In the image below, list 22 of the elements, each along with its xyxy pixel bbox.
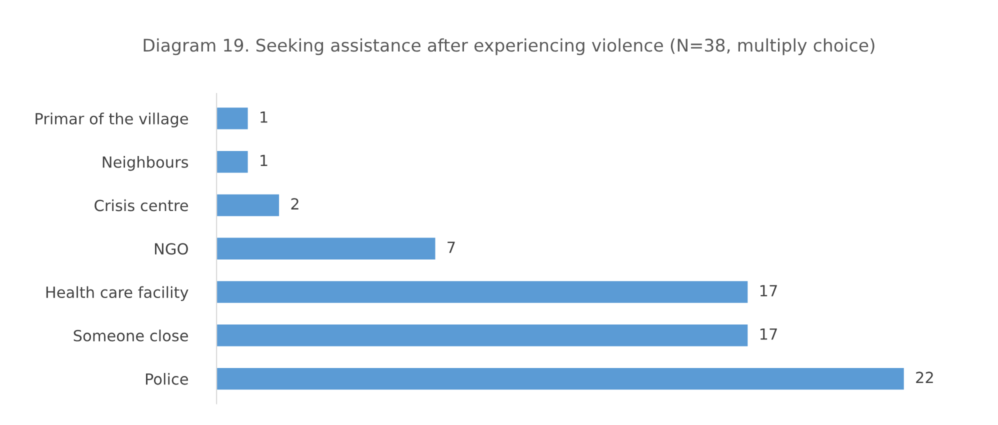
y-tick-label: Neighbours: [102, 156, 188, 171]
y-tick-label: Police: [146, 372, 188, 385]
bar: [216, 324, 748, 346]
bar: [216, 238, 436, 260]
data-label: 7: [448, 242, 455, 253]
bar: [216, 150, 248, 173]
y-tick-label: Someone close: [74, 330, 188, 342]
bar: [216, 108, 248, 130]
data-label: 1: [260, 154, 268, 166]
bar: [216, 194, 280, 216]
bar: [216, 281, 748, 303]
bar: [216, 368, 904, 390]
y-tick-label: NGO: [154, 243, 188, 255]
data-label: 2: [291, 198, 298, 210]
data-label: 17: [760, 285, 777, 296]
y-tick-label: Primar of the village: [36, 112, 188, 128]
data-label: 17: [760, 328, 777, 340]
y-tick-label: Health care facility: [46, 286, 188, 301]
data-label: 22: [916, 372, 933, 384]
y-tick-label: Crisis centre: [94, 199, 188, 212]
chart-title: Diagram 19. Seeking assistance after experiencing violence (N=38, multiply choice): [144, 38, 874, 56]
data-label: 1: [260, 112, 268, 123]
